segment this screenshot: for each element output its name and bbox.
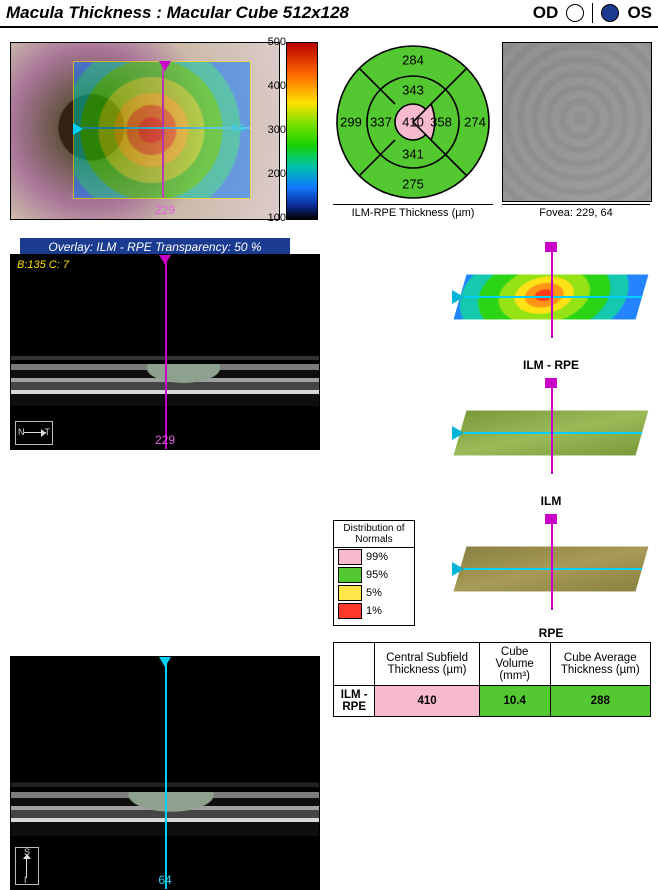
cb-zero: 0 µm [295,220,320,232]
surface-ilm [452,378,650,490]
fundus-x-value: 229 [155,203,175,217]
bscan1-x: 229 [155,433,175,447]
summary-row-label: ILM - RPE [334,686,375,717]
cb-tick: 200 [268,168,286,180]
surf-vline[interactable] [551,248,553,338]
svg-text:358: 358 [430,115,452,130]
bscan1-handle-icon[interactable] [159,255,171,265]
eye-divider [592,3,593,23]
header: Macula Thickness : Macular Cube 512x128 … [0,0,658,28]
summary-val-1: 10.4 [479,686,550,717]
svg-text:343: 343 [402,83,424,98]
dist-row: 1% [334,602,414,620]
dist-swatch [338,603,362,619]
dist-swatch [338,567,362,583]
surface-ilm-label: ILM [452,494,650,508]
bscan2-x: 64 [158,873,171,887]
cb-tick: 500 [268,36,286,48]
dist-label: 99% [366,551,388,563]
surf-h-handle-icon[interactable] [452,290,464,304]
dist-label: 95% [366,569,388,581]
fundus-y-value: 64 [232,121,245,135]
surface-ilm-rpe [452,242,650,354]
svg-text:299: 299 [340,115,362,130]
summary-table-el: Central Subfield Thickness (µm) Cube Vol… [333,642,651,717]
bscan-vertical: 64 S I [10,656,320,890]
thickness-overlay [73,61,251,199]
bscan1-info: B:135 C: 7 [17,259,69,271]
dist-swatch [338,585,362,601]
v-crosshair[interactable] [162,62,164,198]
fovea-caption: Fovea: 229, 64 [502,204,650,219]
bscan2-handle-icon[interactable] [159,657,171,667]
orientation-nt-icon: N T [15,421,53,445]
summary-data-row: ILM - RPE 410 10.4 288 [334,686,651,717]
dist-label: 1% [366,605,382,617]
bscan1-vline[interactable] [165,255,167,449]
summary-h2: Cube Volume (mm³) [479,643,550,686]
svg-text:275: 275 [402,177,424,192]
summary-val-0: 410 [375,686,479,717]
dist-swatch [338,549,362,565]
h-crosshair[interactable] [74,127,250,129]
surface-ilm-rpe-label: ILM - RPE [452,358,650,372]
dist-label: 5% [366,587,382,599]
distribution-title: Distribution of Normals [334,521,414,547]
svg-text:337: 337 [370,115,392,130]
svg-text:410: 410 [402,115,424,130]
dist-row: 99% [334,548,414,566]
bscan-horizontal: B:135 C: 7 229 N T [10,254,320,450]
surf-v-handle-icon[interactable] [545,514,557,524]
surf-hline[interactable] [464,568,642,570]
colorbar [286,42,318,220]
od-circle-icon [566,4,584,22]
svg-text:341: 341 [402,147,424,162]
surface-rpe-label: RPE [452,626,650,640]
fundus-thickness-map: 229 64 500 400 300 200 100 0 µm Overlay:… [10,42,320,242]
cb-tick: 300 [268,124,286,136]
eye-selector: OD OS [533,3,652,23]
surface-rpe [452,514,650,626]
h-handle-icon[interactable] [73,123,83,135]
distribution-legend: Distribution of Normals 99% 95% 5% 1% [333,520,415,626]
summary-h0 [334,643,375,686]
fundus-image: 229 64 [10,42,280,220]
bscan2-vline[interactable] [165,657,167,889]
summary-h3: Cube Average Thickness (µm) [550,643,650,686]
summary-header-row: Central Subfield Thickness (µm) Cube Vol… [334,643,651,686]
surf-h-handle-icon[interactable] [452,562,464,576]
etdrs-grid: 284 299 275 274 343 337 341 358 410 ILM-… [333,42,493,222]
os-circle-icon [601,4,619,22]
od-label: OD [533,3,559,23]
report-title: Macula Thickness : Macular Cube 512x128 [6,3,533,23]
svg-text:284: 284 [402,53,424,68]
summary-val-2: 288 [550,686,650,717]
surf-vline[interactable] [551,384,553,474]
v-handle-icon[interactable] [159,61,171,71]
fovea-image [502,42,652,202]
etdrs-svg: 284 299 275 274 343 337 341 358 410 [333,42,493,202]
dist-row: 5% [334,584,414,602]
summary-table: Central Subfield Thickness (µm) Cube Vol… [333,642,651,717]
cb-tick: 400 [268,80,286,92]
dist-row: 95% [334,566,414,584]
os-label: OS [627,3,652,23]
surf-v-handle-icon[interactable] [545,242,557,252]
surf-vline[interactable] [551,520,553,610]
etdrs-caption: ILM-RPE Thickness (µm) [333,204,493,219]
cb-tick: 100 [268,212,286,224]
surf-hline[interactable] [464,296,642,298]
summary-h1: Central Subfield Thickness (µm) [375,643,479,686]
surf-v-handle-icon[interactable] [545,378,557,388]
surf-h-handle-icon[interactable] [452,426,464,440]
svg-text:274: 274 [464,115,486,130]
colorbar-ticks: 500 400 300 200 100 [268,36,286,224]
fovea-panel: Fovea: 229, 64 [502,42,650,222]
orientation-si-icon: S I [15,847,39,885]
surf-hline[interactable] [464,432,642,434]
